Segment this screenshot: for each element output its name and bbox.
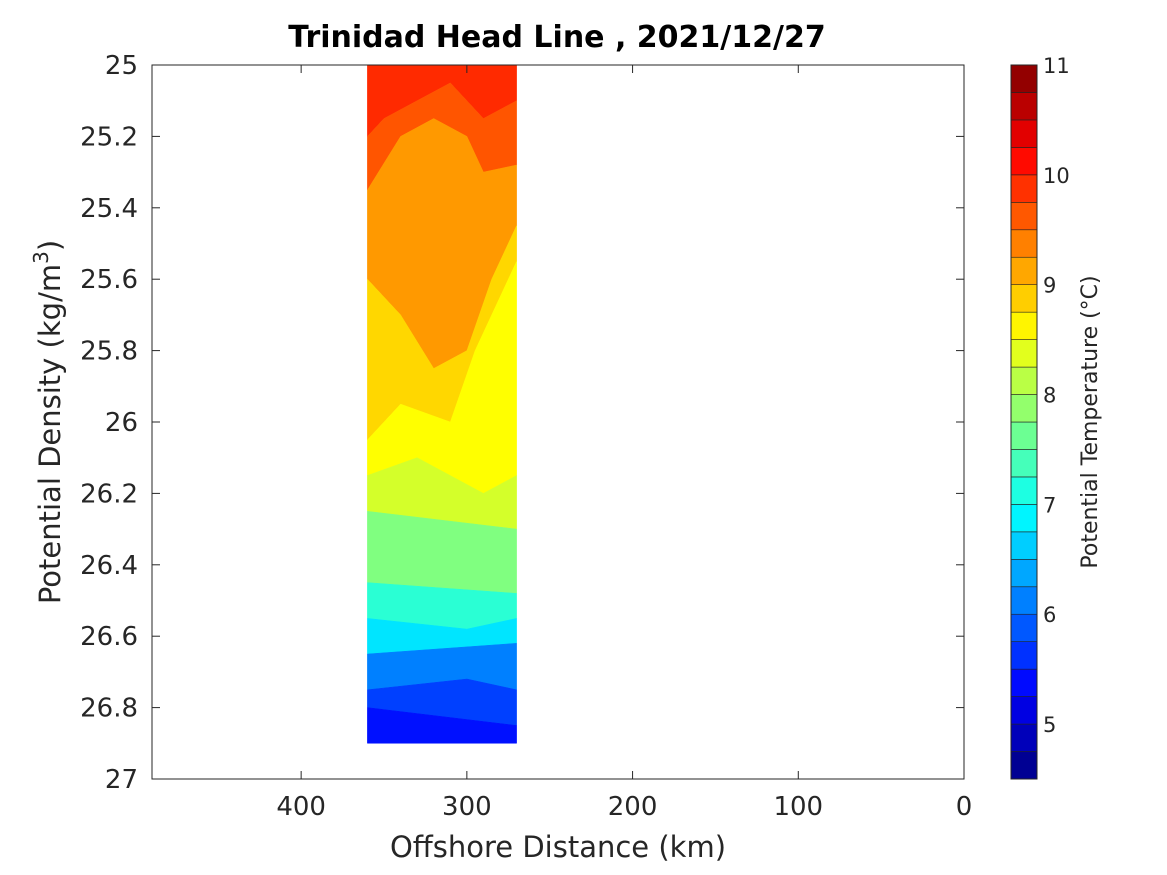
colorbar-swatch xyxy=(1010,641,1038,670)
colorbar-tick-label: 7 xyxy=(1043,493,1056,517)
contour-band-10 xyxy=(367,678,517,726)
contour-band-11 xyxy=(367,707,517,744)
colorbar-tick-label: 8 xyxy=(1043,384,1056,408)
y-tick-label: 26 xyxy=(105,408,138,438)
colorbar-swatch xyxy=(1010,92,1038,121)
y-tick-label: 25.4 xyxy=(80,194,138,224)
colorbar-swatch xyxy=(1010,531,1038,560)
colorbar-tick-label: 10 xyxy=(1043,164,1070,188)
chart-title: Trinidad Head Line , 2021/12/27 xyxy=(288,20,825,55)
colorbar-swatch xyxy=(1010,723,1038,752)
x-tick-label: 300 xyxy=(442,792,492,822)
y-tick-label: 26.6 xyxy=(80,622,138,652)
colorbar: 5 6 7 8 9 10 11 xyxy=(1010,54,1070,780)
y-tick-label: 25.8 xyxy=(80,337,138,367)
x-tick-label: 100 xyxy=(773,792,823,822)
plot-background xyxy=(152,65,964,779)
colorbar-swatch xyxy=(1010,586,1038,615)
colorbar-swatch xyxy=(1010,394,1038,423)
y-tick-label: 25 xyxy=(105,51,138,81)
y-axis-title-close: ) xyxy=(33,240,67,251)
colorbar-swatch xyxy=(1010,284,1038,313)
y-tick-label: 25.6 xyxy=(80,265,138,295)
plot-area: 400 300 200 100 0 25 25.2 25.4 25.6 25.8 26 26.2 26… xyxy=(80,51,972,822)
colorbar-tick-label: 11 xyxy=(1043,54,1070,78)
colorbar-swatch xyxy=(1010,668,1038,697)
colorbar-tick-label: 6 xyxy=(1043,603,1056,627)
colorbar-swatch xyxy=(1010,202,1038,231)
colorbar-swatch xyxy=(1010,119,1038,148)
y-tick-label: 26.8 xyxy=(80,694,138,724)
colorbar-swatch xyxy=(1010,504,1038,533)
colorbar-swatch xyxy=(1010,339,1038,368)
x-tick-label: 400 xyxy=(276,792,326,822)
contour-layer xyxy=(367,64,517,744)
colorbar-swatch xyxy=(1010,229,1038,258)
y-tick-label: 25.2 xyxy=(80,122,138,152)
contour-band-8 xyxy=(367,618,517,655)
y-tick-label: 26.4 xyxy=(80,551,138,581)
x-tick-label: 200 xyxy=(608,792,658,822)
colorbar-swatch xyxy=(1010,559,1038,588)
colorbar-swatch xyxy=(1010,311,1038,340)
colorbar-title: Potential Temperature (°C) xyxy=(1078,275,1103,568)
colorbar-swatch xyxy=(1010,696,1038,725)
colorbar-swatch xyxy=(1010,613,1038,642)
x-ticks: 400 300 200 100 0 xyxy=(276,65,972,822)
colorbar-swatches xyxy=(1010,64,1038,780)
colorbar-swatch xyxy=(1010,64,1038,93)
x-tick-label: 0 xyxy=(956,792,973,822)
colorbar-tick-label: 9 xyxy=(1043,274,1056,298)
y-tick-label: 26.2 xyxy=(80,479,138,509)
y-ticks: 25 25.2 25.4 25.6 25.8 26 26.2 26.4 26.6 26.8 27 xyxy=(80,51,964,795)
colorbar-swatch xyxy=(1010,174,1038,203)
colorbar-swatch xyxy=(1010,476,1038,505)
colorbar-swatch xyxy=(1010,751,1038,780)
colorbar-swatch xyxy=(1010,421,1038,450)
y-tick-label: 27 xyxy=(105,765,138,795)
colorbar-tick-label: 5 xyxy=(1043,713,1056,737)
colorbar-frame xyxy=(1010,64,1038,780)
y-axis-title-sup: 3 xyxy=(29,251,53,264)
colorbar-swatch xyxy=(1010,366,1038,395)
colorbar-ticks: 5 6 7 8 9 10 11 xyxy=(1043,54,1070,737)
colorbar-swatch xyxy=(1010,256,1038,285)
colorbar-swatch xyxy=(1010,147,1038,176)
x-axis-title: Offshore Distance (km) xyxy=(390,830,726,864)
y-axis-title: Potential Density (kg/m3) xyxy=(29,240,67,604)
y-axis-title-main: Potential Density (kg/m xyxy=(33,264,67,604)
colorbar-swatch xyxy=(1010,449,1038,478)
